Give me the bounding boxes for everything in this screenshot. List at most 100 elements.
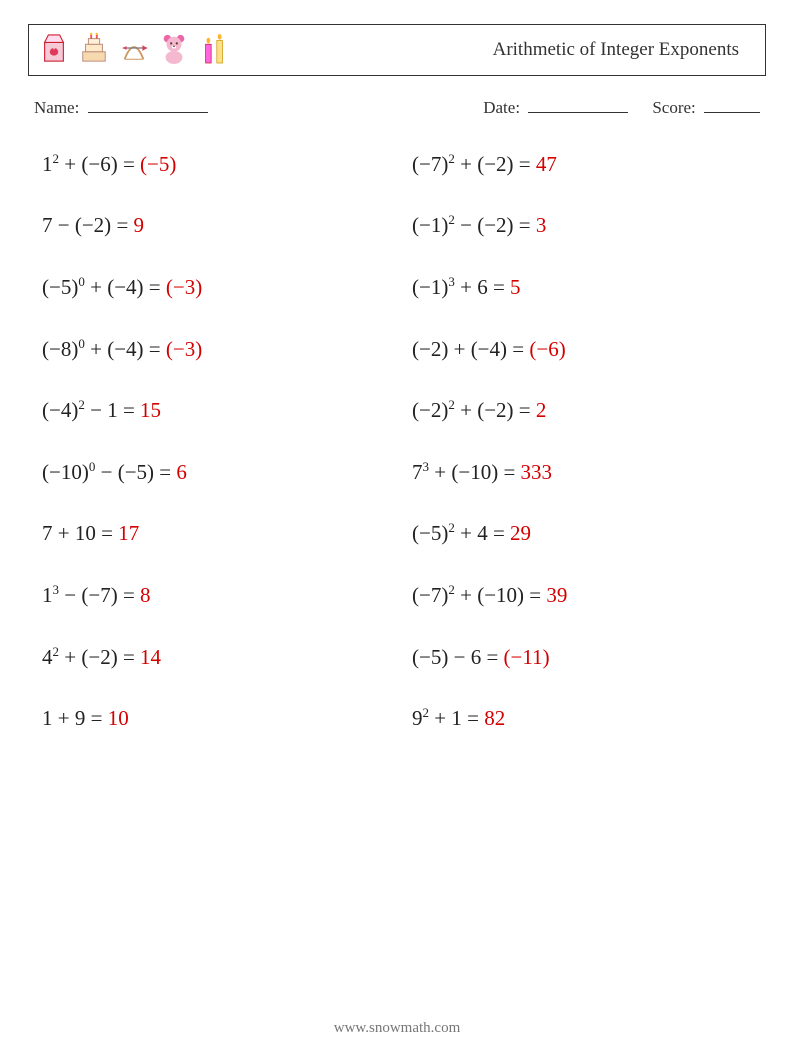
term1-base: (−5) bbox=[42, 275, 78, 299]
equals: = bbox=[514, 213, 536, 237]
icon-strip bbox=[39, 31, 229, 70]
operator: − bbox=[448, 645, 470, 669]
operator: − bbox=[455, 213, 477, 237]
answer: 29 bbox=[510, 521, 531, 545]
footer-url: www.snowmath.com bbox=[0, 1020, 794, 1037]
equals: = bbox=[118, 152, 140, 176]
operator: + bbox=[85, 337, 107, 361]
equals: = bbox=[154, 460, 176, 484]
operator: + bbox=[429, 460, 451, 484]
equals: = bbox=[462, 706, 484, 730]
term2: (−10) bbox=[451, 460, 498, 484]
operator: + bbox=[59, 645, 81, 669]
answer: (−11) bbox=[504, 645, 550, 669]
equals: = bbox=[481, 645, 503, 669]
answer: 14 bbox=[140, 645, 161, 669]
term1-base: (−8) bbox=[42, 337, 78, 361]
answer: 5 bbox=[510, 275, 521, 299]
term2: (−2) bbox=[75, 213, 111, 237]
operator: + bbox=[455, 275, 477, 299]
term1-base: (−5) bbox=[412, 521, 448, 545]
operator: − bbox=[95, 460, 117, 484]
equals: = bbox=[118, 645, 140, 669]
answer: 15 bbox=[140, 398, 161, 422]
term1-base: 9 bbox=[412, 706, 423, 730]
score-blank[interactable] bbox=[704, 94, 760, 113]
answer: 17 bbox=[118, 521, 139, 545]
equals: = bbox=[144, 275, 166, 299]
gift-bag-icon bbox=[39, 31, 69, 70]
term2: 6 bbox=[471, 645, 482, 669]
problem: 13 − (−7) = 8 bbox=[42, 579, 382, 613]
operator: − bbox=[59, 583, 81, 607]
term2: (−7) bbox=[81, 583, 117, 607]
answer: 9 bbox=[134, 213, 145, 237]
problem: (−4)2 − 1 = 15 bbox=[42, 394, 382, 428]
term2: (−2) bbox=[477, 152, 513, 176]
date-label: Date: bbox=[483, 98, 520, 117]
problem: (−1)3 + 6 = 5 bbox=[412, 271, 752, 305]
problem: 92 + 1 = 82 bbox=[412, 702, 752, 736]
problem: (−2) + (−4) = (−6) bbox=[412, 333, 752, 367]
operator: + bbox=[53, 706, 75, 730]
term1-base: (−4) bbox=[42, 398, 78, 422]
answer: 2 bbox=[536, 398, 547, 422]
term1-base: 7 bbox=[42, 213, 53, 237]
problem: (−5)2 + 4 = 29 bbox=[412, 517, 752, 551]
problem: (−5) − 6 = (−11) bbox=[412, 641, 752, 675]
term2: 1 bbox=[107, 398, 118, 422]
problem: (−7)2 + (−2) = 47 bbox=[412, 148, 752, 182]
term2: 4 bbox=[477, 521, 488, 545]
answer: 39 bbox=[546, 583, 567, 607]
operator: + bbox=[455, 398, 477, 422]
operator: + bbox=[455, 583, 477, 607]
equals: = bbox=[488, 521, 510, 545]
term2: (−4) bbox=[471, 337, 507, 361]
equals: = bbox=[514, 398, 536, 422]
term1-base: 1 bbox=[42, 152, 53, 176]
problem: 73 + (−10) = 333 bbox=[412, 456, 752, 490]
meta-row: Name: Date: Score: bbox=[28, 94, 766, 124]
name-blank[interactable] bbox=[88, 94, 208, 113]
problem: 12 + (−6) = (−5) bbox=[42, 148, 382, 182]
operator: + bbox=[455, 521, 477, 545]
problem: (−10)0 − (−5) = 6 bbox=[42, 456, 382, 490]
problem: 7 − (−2) = 9 bbox=[42, 209, 382, 243]
answer: 47 bbox=[536, 152, 557, 176]
equals: = bbox=[96, 521, 118, 545]
problem: (−7)2 + (−10) = 39 bbox=[412, 579, 752, 613]
equals: = bbox=[514, 152, 536, 176]
term2: 10 bbox=[75, 521, 96, 545]
term1-base: (−1) bbox=[412, 275, 448, 299]
term2: (−5) bbox=[118, 460, 154, 484]
operator: − bbox=[53, 213, 75, 237]
equals: = bbox=[507, 337, 529, 361]
bow-arrow-icon bbox=[119, 31, 149, 70]
term2: (−2) bbox=[477, 213, 513, 237]
term2: (−6) bbox=[81, 152, 117, 176]
term1-base: 7 bbox=[42, 521, 53, 545]
operator: + bbox=[448, 337, 470, 361]
term1-base: (−2) bbox=[412, 398, 448, 422]
operator: − bbox=[85, 398, 107, 422]
score-label: Score: bbox=[652, 98, 695, 117]
birthday-cake-icon bbox=[79, 31, 109, 70]
term2: (−2) bbox=[477, 398, 513, 422]
term1-base: (−7) bbox=[412, 152, 448, 176]
term2: 6 bbox=[477, 275, 488, 299]
answer: 8 bbox=[140, 583, 151, 607]
date-blank[interactable] bbox=[528, 94, 628, 113]
answer: (−3) bbox=[166, 275, 202, 299]
problem: 7 + 10 = 17 bbox=[42, 517, 382, 551]
equals: = bbox=[144, 337, 166, 361]
term1-base: 7 bbox=[412, 460, 423, 484]
worksheet-page: Arithmetic of Integer Exponents Name: Da… bbox=[0, 0, 794, 1053]
equals: = bbox=[524, 583, 546, 607]
equals: = bbox=[498, 460, 520, 484]
operator: + bbox=[85, 275, 107, 299]
problem: 42 + (−2) = 14 bbox=[42, 641, 382, 675]
term1-base: (−1) bbox=[412, 213, 448, 237]
problems-grid: 12 + (−6) = (−5)(−7)2 + (−2) = 477 − (−2… bbox=[28, 142, 766, 736]
date-field: Date: bbox=[483, 94, 628, 118]
problem: (−1)2 − (−2) = 3 bbox=[412, 209, 752, 243]
